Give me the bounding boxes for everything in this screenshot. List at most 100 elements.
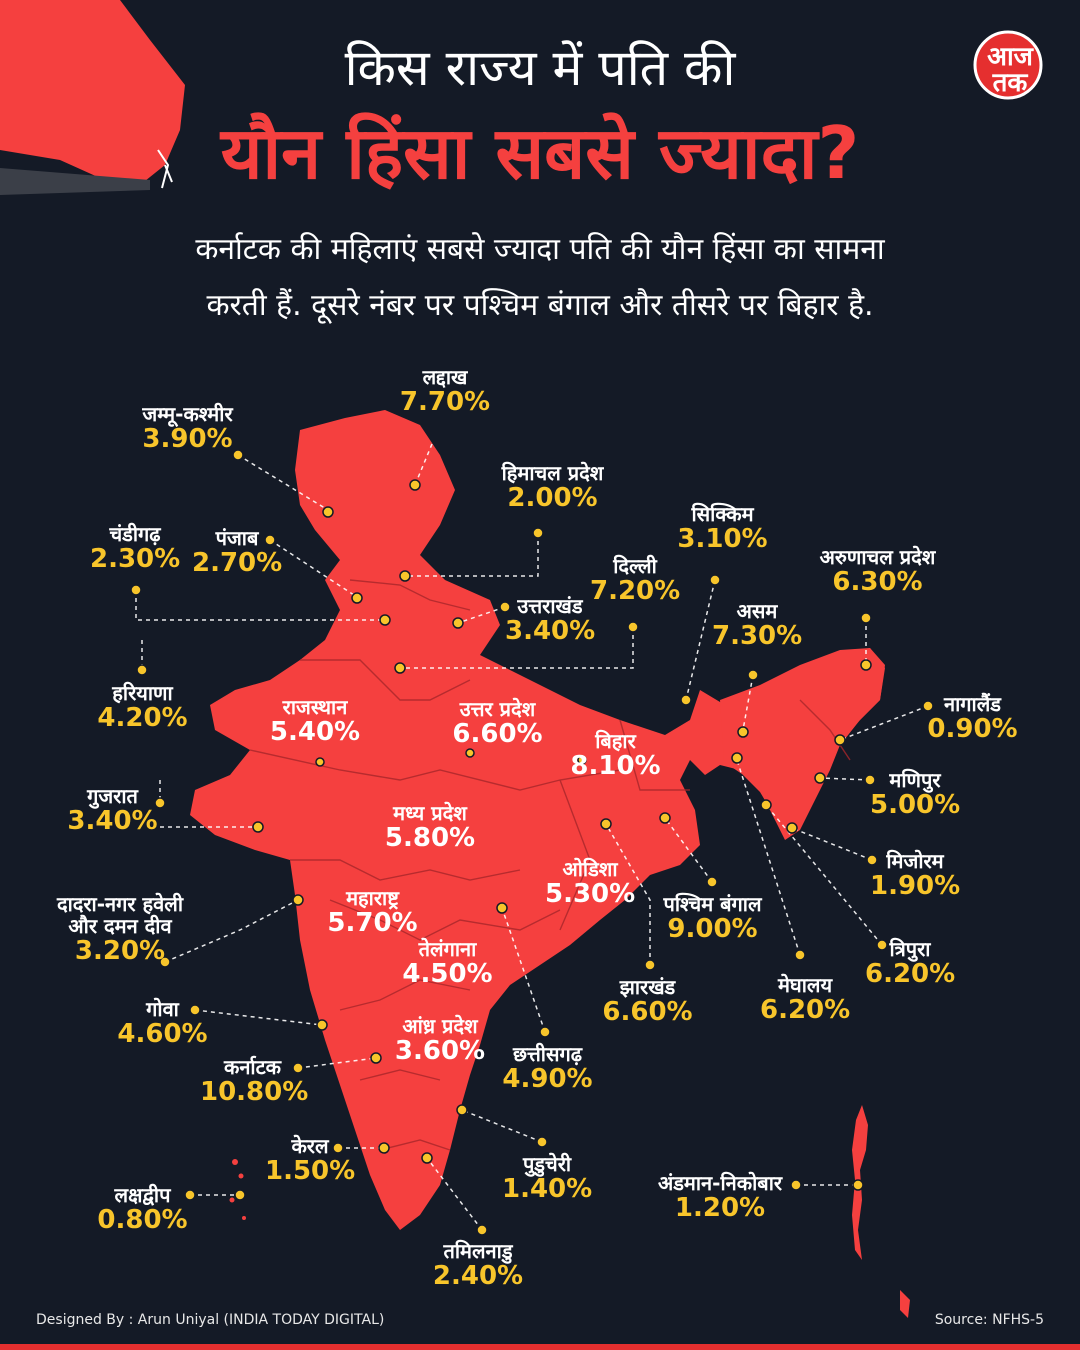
- label-west-bengal: पश्चिम बंगाल 9.00%: [655, 893, 770, 944]
- label-punjab: पंजाब 2.70%: [192, 527, 282, 578]
- region-name: त्रिपुरा: [889, 937, 931, 961]
- region-value: 7.30%: [712, 621, 803, 651]
- region-name: मेघालय: [777, 973, 833, 997]
- region-name: सिक्किम: [691, 502, 754, 526]
- label-himachal-pradesh: हिमाचल प्रदेश 2.00%: [480, 462, 625, 513]
- aajtak-logo-text: आज तक: [987, 42, 1033, 98]
- region-name: ओडिशा: [562, 857, 618, 881]
- title-line-1: किस राज्य में पति की: [344, 39, 736, 97]
- label-odisha: ओडिशा 5.30%: [545, 858, 635, 909]
- label-andaman-nicobar: अंडमान-निकोबार 1.20%: [645, 1172, 795, 1223]
- label-chandigarh: चंडीगढ़ 2.30%: [90, 523, 180, 574]
- label-meghalaya: मेघालय 6.20%: [760, 974, 850, 1025]
- region-value: 3.60%: [394, 1036, 486, 1066]
- region-value: 10.80%: [200, 1077, 309, 1107]
- region-value: 3.20%: [74, 936, 166, 966]
- label-karnataka: कर्नाटक 10.80%: [200, 1055, 309, 1107]
- region-value: 4.50%: [402, 959, 493, 989]
- region-name: तमिलनाडु: [443, 1239, 513, 1263]
- region-value: 5.40%: [269, 717, 361, 747]
- region-name: चंडीगढ़: [109, 522, 161, 546]
- label-gujarat: गुजरात 3.40%: [65, 785, 160, 836]
- region-name: गोवा: [146, 997, 179, 1021]
- label-andhra-pradesh: आंध्र प्रदेश 3.60%: [390, 1015, 490, 1066]
- region-name: दिल्ली: [613, 554, 657, 578]
- designer-credit: Designed By : Arun Uniyal (INDIA TODAY D…: [36, 1312, 385, 1328]
- region-name: मिजोरम: [886, 849, 944, 873]
- region-name: झारखंड: [619, 975, 676, 999]
- region-name: हिमाचल प्रदेश: [501, 461, 604, 485]
- hand-illustration: [0, 0, 185, 195]
- region-name: बिहार: [595, 729, 636, 753]
- region-value: 2.00%: [507, 483, 598, 513]
- subtitle: कर्नाटक की महिलाएं सबसे ज्यादा पति की यौ…: [120, 222, 960, 334]
- region-name: अंडमान-निकोबार: [657, 1171, 783, 1195]
- region-value: 9.00%: [667, 914, 758, 944]
- region-value: 6.20%: [865, 959, 956, 989]
- region-name: दादरा-नगर हवेली और दमन दीव: [56, 892, 184, 938]
- region-name: मध्य प्रदेश: [393, 801, 467, 825]
- region-name: लक्षद्वीप: [114, 1183, 171, 1207]
- aajtak-logo: [973, 30, 1043, 100]
- region-value: 0.80%: [97, 1205, 188, 1235]
- region-value: 2.30%: [90, 544, 181, 574]
- region-value: 7.70%: [399, 387, 491, 417]
- region-name: उत्तर प्रदेश: [459, 697, 536, 721]
- region-name: आंध्र प्रदेश: [402, 1014, 478, 1038]
- region-value: 1.90%: [870, 871, 961, 901]
- region-value: 6.60%: [602, 997, 693, 1027]
- region-value: 5.70%: [327, 908, 418, 938]
- label-telangana: तेलंगाना 4.50%: [400, 938, 495, 989]
- region-name: गुजरात: [87, 784, 138, 808]
- region-name: कर्नाटक: [223, 1055, 282, 1079]
- region-name: हरियाणा: [112, 681, 173, 705]
- source-credit: Source: NFHS-5: [934, 1312, 1044, 1328]
- map-mainland: [190, 410, 885, 1230]
- region-name: तेलंगाना: [418, 937, 477, 961]
- label-maharashtra: महाराष्ट्र 5.70%: [325, 887, 420, 938]
- region-value: 3.40%: [505, 616, 596, 646]
- label-chhattisgarh: छत्तीसगढ़ 4.90%: [500, 1043, 595, 1094]
- region-name: उत्तराखंड: [517, 594, 583, 618]
- label-uttar-pradesh: उत्तर प्रदेश 6.60%: [440, 698, 555, 749]
- region-value: 6.60%: [452, 719, 543, 749]
- region-name: लद्दाख: [422, 365, 468, 389]
- label-dadra-nagar-haveli-daman-diu: दादरा-नगर हवेली और दमन दीव 3.20%: [40, 893, 200, 966]
- region-name: मणिपुर: [889, 768, 941, 792]
- region-value: 4.20%: [97, 703, 188, 733]
- region-value: 3.10%: [677, 524, 768, 554]
- label-mizoram: मिजोरम 1.90%: [870, 850, 960, 901]
- region-value: 1.50%: [265, 1156, 356, 1186]
- region-name: केरल: [291, 1134, 329, 1158]
- region-name: पुडुचेरी: [522, 1152, 572, 1176]
- label-manipur: मणिपुर 5.00%: [870, 769, 960, 820]
- label-delhi: दिल्ली 7.20%: [590, 555, 680, 606]
- label-sikkim: सिक्किम 3.10%: [675, 503, 770, 554]
- region-value: 6.30%: [832, 567, 923, 597]
- region-value: 1.20%: [674, 1193, 766, 1223]
- region-value: 7.20%: [590, 576, 681, 606]
- label-assam: असम 7.30%: [712, 600, 802, 651]
- region-value: 5.00%: [870, 790, 961, 820]
- region-name: पंजाब: [215, 526, 259, 550]
- label-tripura: त्रिपुरा 6.20%: [865, 938, 955, 989]
- region-name: अरुणाचल प्रदेश: [819, 545, 936, 569]
- region-value: 8.10%: [570, 751, 661, 781]
- label-puducherry: पुडुचेरी 1.40%: [502, 1153, 592, 1204]
- region-name: नागालैंड: [944, 692, 1001, 716]
- region-name: महाराष्ट्र: [346, 886, 399, 910]
- subtitle-line-2: करती हैं. दूसरे नंबर पर पश्चिम बंगाल और …: [206, 288, 874, 323]
- region-value: 6.20%: [760, 995, 851, 1025]
- region-value: 2.40%: [432, 1261, 524, 1291]
- region-value: 3.40%: [67, 806, 158, 836]
- region-name: जम्मू-कश्मीर: [142, 402, 233, 426]
- label-jharkhand: झारखंड 6.60%: [600, 976, 695, 1027]
- label-haryana: हरियाणा 4.20%: [95, 682, 190, 733]
- region-value: 3.90%: [142, 424, 233, 454]
- region-name: असम: [736, 599, 778, 623]
- label-jammu-kashmir: जम्मू-कश्मीर 3.90%: [115, 403, 260, 454]
- region-value: 2.70%: [192, 548, 283, 578]
- label-kerala: केरल 1.50%: [265, 1135, 355, 1186]
- title-line-2: यौन हिंसा सबसे ज्यादा?: [220, 111, 860, 195]
- subtitle-line-1: कर्नाटक की महिलाएं सबसे ज्यादा पति की यौ…: [195, 232, 885, 267]
